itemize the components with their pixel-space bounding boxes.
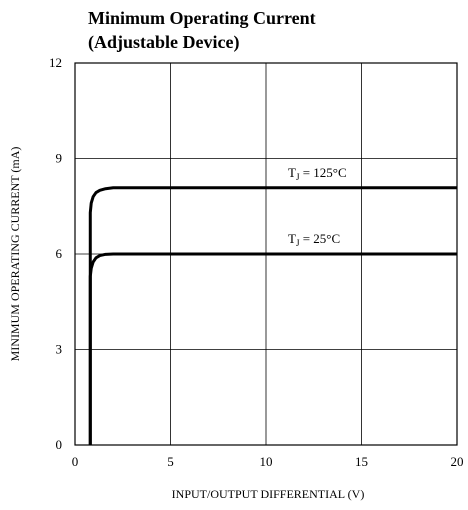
series-label-1: TJ = 25°C [288,231,340,248]
y-tick-label: 6 [56,246,63,261]
y-axis-label: MINIMUM OPERATING CURRENT (mA) [8,147,22,362]
y-tick-label: 0 [56,437,63,452]
chart-title-line-1: Minimum Operating Current [88,8,316,28]
x-tick-labels: 0 5 10 15 20 [72,454,464,469]
x-tick-label: 5 [167,454,174,469]
x-axis-label: INPUT/OUTPUT DIFFERENTIAL (V) [172,487,365,501]
x-tick-label: 20 [451,454,464,469]
series-lines [88,186,457,445]
y-tick-label: 9 [56,151,63,166]
x-tick-label: 10 [260,454,273,469]
y-tick-label: 3 [56,342,63,357]
x-tick-label: 0 [72,454,79,469]
x-tick-label: 15 [355,454,368,469]
y-tick-labels: 0 3 6 9 12 [49,55,63,452]
series-line-0 [88,186,457,445]
series-line-1 [88,252,457,445]
series-labels: TJ = 125°C TJ = 25°C [288,165,347,248]
chart-title-line-2: (Adjustable Device) [88,32,239,53]
series-label-0: TJ = 125°C [288,165,347,182]
y-tick-label: 12 [49,55,62,70]
